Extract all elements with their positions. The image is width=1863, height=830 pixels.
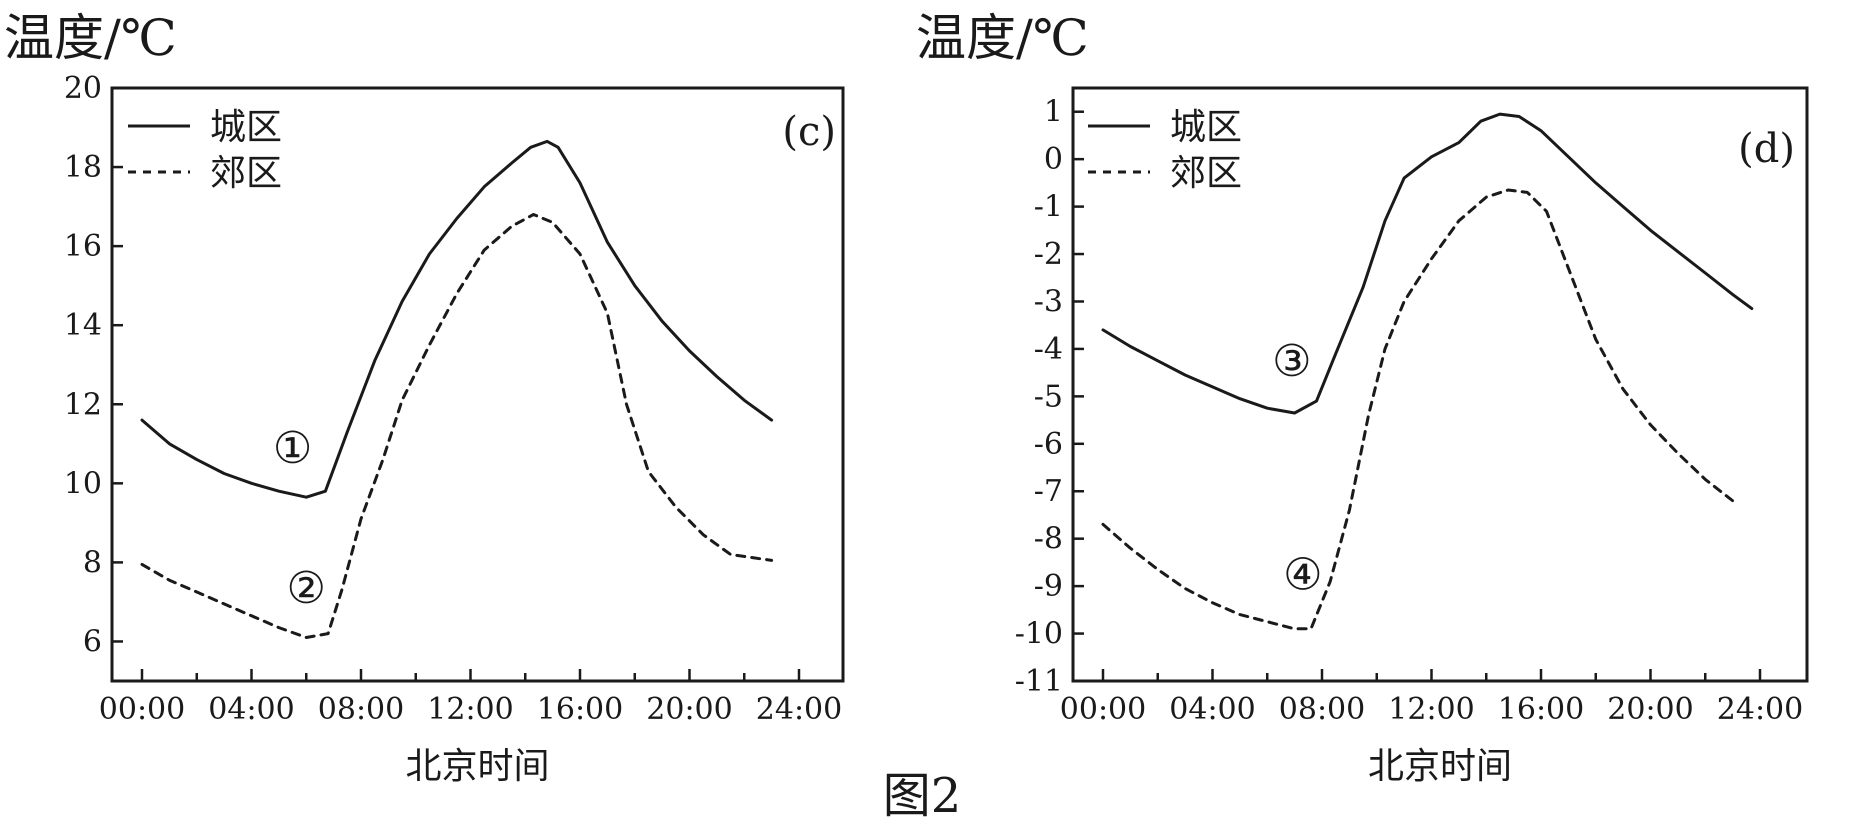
chart-c-y-tick-label: 16 <box>64 229 102 264</box>
chart-d-curve-annotation: ③ <box>1272 336 1311 387</box>
chart-c-series-urban-line <box>140 139 774 499</box>
chart-d-series-suburban-line <box>1101 188 1735 631</box>
chart-d-x-tick-label: 24:00 <box>1717 692 1803 727</box>
chart-d-legend-label: 城区 <box>1170 107 1242 148</box>
chart-d-y-axis-title: 温度/℃ <box>916 9 1089 67</box>
chart-c-x-axis-title: 北京时间 <box>405 746 549 787</box>
chart-c-y-tick-label: 6 <box>83 624 102 659</box>
chart-d-y-tick-label: -7 <box>1034 474 1063 509</box>
chart-c-y-tick-label: 8 <box>83 545 102 580</box>
chart-d-y-tick-label: -6 <box>1034 427 1063 462</box>
chart-c-x-tick-label: 12:00 <box>427 692 513 727</box>
chart-c-y-tick-label: 18 <box>64 150 102 185</box>
chart-c-x-tick-label: 20:00 <box>646 692 732 727</box>
chart-d-y-tick-label: -3 <box>1034 284 1063 319</box>
chart-c-legend-label: 郊区 <box>210 153 282 194</box>
chart-d-y-tick-label: -1 <box>1034 190 1063 225</box>
chart-d-x-tick-label: 16:00 <box>1498 692 1584 727</box>
chart-d-panel-label: (d) <box>1738 126 1795 172</box>
chart-c-x-tick-label: 16:00 <box>537 692 623 727</box>
chart-d-series-urban-line <box>1101 112 1754 415</box>
chart-d-x-tick-label: 00:00 <box>1060 692 1146 727</box>
chart-d-y-tick-label: -10 <box>1015 617 1063 652</box>
chart-d-x-tick-label: 08:00 <box>1279 692 1365 727</box>
chart-d-legend-label: 郊区 <box>1170 153 1242 194</box>
chart-d-curve-annotation: ④ <box>1283 549 1322 600</box>
chart-c: 温度/℃ 6 8 10 12 14 16 18 20 00:00 04:00 08:00 12:00 16… <box>4 9 845 787</box>
chart-c-x-tick-label: 00:00 <box>99 692 185 727</box>
chart-c-y-tick-label: 20 <box>64 71 102 106</box>
chart-d-x-tick-label: 20:00 <box>1607 692 1693 727</box>
figure-caption: 图2 <box>883 768 962 824</box>
chart-c-curve-annotation: ① <box>273 423 312 474</box>
chart-c-x-tick-label: 08:00 <box>318 692 404 727</box>
chart-d-y-tick-label: -2 <box>1034 237 1063 272</box>
chart-d-y-tick-label: -9 <box>1034 569 1063 604</box>
chart-d-x-axis-title: 北京时间 <box>1368 746 1512 787</box>
chart-d-y-tick-label: 0 <box>1044 142 1063 177</box>
chart-c-y-tick-label: 12 <box>64 387 102 422</box>
chart-c-x-tick-label: 04:00 <box>208 692 294 727</box>
chart-d-plot-frame <box>1071 86 1809 683</box>
chart-c-y-axis-title: 温度/℃ <box>4 9 177 67</box>
chart-d-y-tick-label: -5 <box>1034 379 1063 414</box>
chart-c-legend-label: 城区 <box>210 107 282 148</box>
chart-c-x-tick-label: 24:00 <box>756 692 842 727</box>
chart-d-y-tick-label: -11 <box>1015 664 1063 699</box>
chart-d-x-tick-label: 04:00 <box>1169 692 1255 727</box>
chart-c-panel-label: (c) <box>782 109 836 155</box>
chart-c-series-suburban-line <box>140 213 774 639</box>
chart-c-y-tick-label: 14 <box>64 308 102 343</box>
chart-d-y-tick-label: -4 <box>1034 332 1063 367</box>
chart-d-y-tick-label: 1 <box>1044 95 1063 130</box>
chart-c-plot-frame <box>110 86 845 683</box>
chart-c-y-tick-label: 10 <box>64 466 102 501</box>
chart-c-curve-annotation: ② <box>287 563 326 614</box>
chart-d-x-tick-label: 12:00 <box>1388 692 1474 727</box>
chart-d-y-tick-label: -8 <box>1034 522 1063 557</box>
